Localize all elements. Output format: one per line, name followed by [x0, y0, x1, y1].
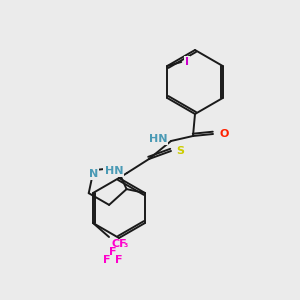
- Text: F: F: [109, 247, 117, 257]
- Text: HN: HN: [148, 134, 167, 144]
- Text: O: O: [219, 129, 228, 139]
- Text: CF: CF: [111, 239, 127, 249]
- Text: F: F: [103, 255, 111, 265]
- Text: I: I: [185, 57, 189, 67]
- Text: S: S: [176, 146, 184, 156]
- Text: ₃: ₃: [124, 239, 128, 249]
- Text: N: N: [89, 169, 98, 179]
- Text: F: F: [115, 255, 123, 265]
- Text: HN: HN: [104, 166, 123, 176]
